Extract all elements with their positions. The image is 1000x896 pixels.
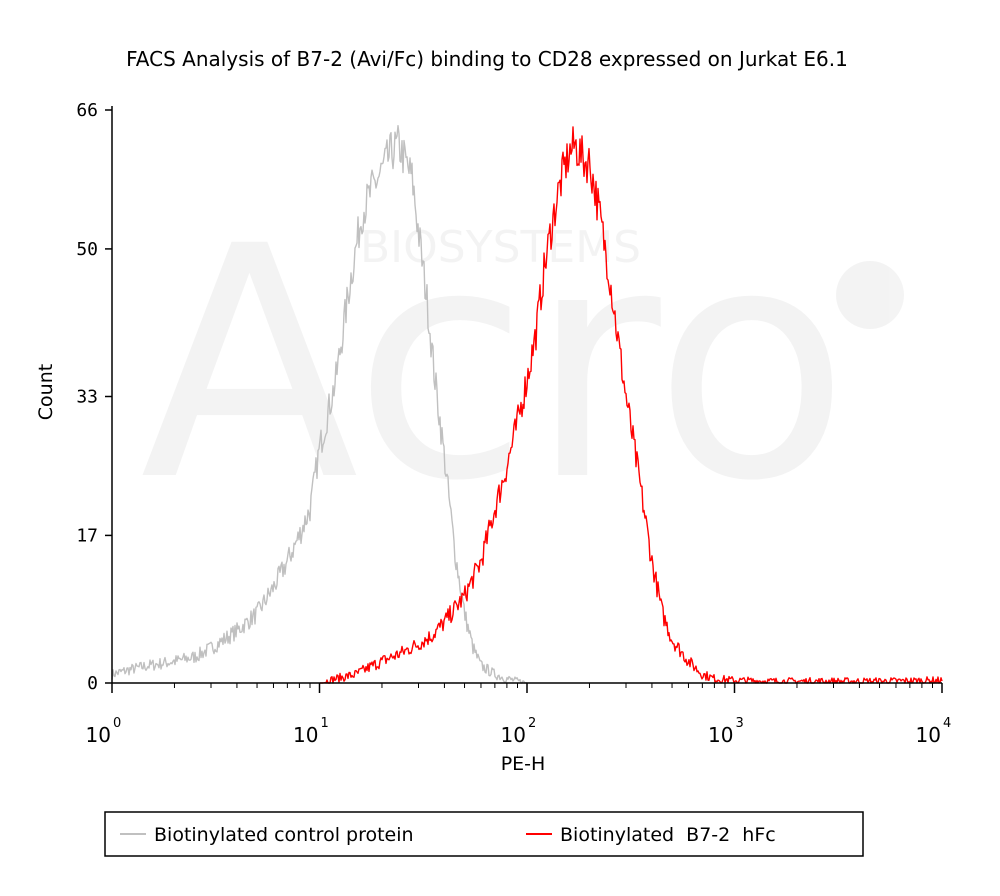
x-axis-label: PE-H xyxy=(501,753,546,775)
legend-label-b7-2: Biotinylated B7-2 hFc xyxy=(560,824,776,846)
series-line-control xyxy=(111,125,528,684)
chart-title: FACS Analysis of B7-2 (Avi/Fc) binding t… xyxy=(126,47,848,71)
series-layer xyxy=(111,125,943,684)
x-tick-label-exp: 2 xyxy=(528,716,536,731)
x-ticks: 10 0 10 1 10 2 10 3 10 4 xyxy=(86,683,951,747)
x-tick-label-exp: 3 xyxy=(736,716,744,731)
x-tick-label-base: 10 xyxy=(916,723,941,747)
x-tick-label-exp: 0 xyxy=(113,716,121,731)
y-tick-label: 17 xyxy=(76,525,98,546)
x-tick-label-exp: 4 xyxy=(943,716,951,731)
series-line-b7-2 xyxy=(319,126,943,684)
legend-box xyxy=(104,811,864,857)
x-tick-label-base: 10 xyxy=(501,723,526,747)
svg-text:BIOSYSTEMS: BIOSYSTEMS xyxy=(360,222,641,273)
y-tick-label: 66 xyxy=(76,100,98,121)
x-tick-label-base: 10 xyxy=(293,723,318,747)
legend: Biotinylated control protein Biotinylate… xyxy=(104,811,864,857)
y-tick-label: 50 xyxy=(76,239,98,260)
y-tick-label: 33 xyxy=(76,387,98,408)
x-tick-label-base: 10 xyxy=(86,723,111,747)
x-tick-label-base: 10 xyxy=(708,723,733,747)
y-tick-label: 0 xyxy=(87,673,98,694)
x-tick-label-exp: 1 xyxy=(321,716,329,731)
legend-label-control: Biotinylated control protein xyxy=(154,824,414,846)
watermark-logo: Acro BIOSYSTEMS xyxy=(140,179,904,551)
y-axis-label: Count xyxy=(35,364,57,420)
svg-text:Acro: Acro xyxy=(140,179,850,551)
y-ticks: 0 17 33 50 66 xyxy=(76,100,112,694)
